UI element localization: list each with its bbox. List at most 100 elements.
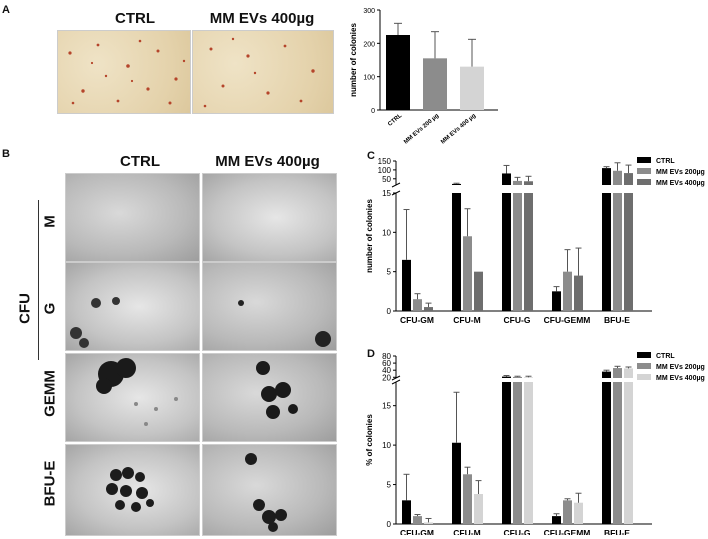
bar <box>413 516 422 524</box>
y-tick-label: 300 <box>363 8 375 15</box>
x-tick-label: CTRL <box>387 113 403 128</box>
bar <box>574 502 583 524</box>
y-tick-label: 0 <box>387 307 392 316</box>
bar <box>474 271 483 311</box>
axis-break-mark <box>391 379 401 385</box>
bar <box>460 66 484 110</box>
y-tick-label: 20 <box>382 373 391 382</box>
bar <box>602 371 611 378</box>
micrograph-bfue-ctrl <box>65 444 200 536</box>
micrograph-gemm-ev400-cells <box>256 361 298 419</box>
bar <box>524 181 533 185</box>
micrograph-gemm-ev400 <box>202 353 337 442</box>
y-tick-label: 150 <box>378 157 392 166</box>
y-tick-label: 100 <box>378 166 392 175</box>
plate-dots-ctrl <box>68 39 186 105</box>
panel-b-ctrl-title: CTRL <box>120 153 160 170</box>
panel-a-ctrl-title: CTRL <box>115 10 155 27</box>
bar <box>452 442 461 524</box>
bar <box>386 35 410 110</box>
legend-swatch <box>637 157 651 163</box>
axis-break-mark <box>391 375 401 381</box>
x-tick-label: CFU-GEMM <box>544 315 591 325</box>
x-tick-label: CFU-GM <box>400 315 434 325</box>
y-tick-label: 15 <box>382 189 391 198</box>
micrograph-m-ctrl <box>65 173 200 262</box>
x-tick-label: BFU-E <box>604 528 630 535</box>
bar <box>474 494 483 524</box>
micrograph-gemm-ctrl <box>65 353 200 442</box>
bar-lower-segment <box>452 193 461 311</box>
y-tick-label: 200 <box>363 41 375 48</box>
x-tick-label: CFU-M <box>453 315 480 325</box>
bar-lower-segment <box>502 382 511 524</box>
micrograph-g-ev400-cells <box>238 300 331 347</box>
legend-swatch <box>637 352 651 358</box>
bar <box>424 522 433 524</box>
micrograph-g-ctrl-cells <box>70 297 120 348</box>
y-axis-label: % of colonies <box>365 414 374 466</box>
bar <box>574 275 583 311</box>
panel-a-ev400-title: MM EVs 400µg <box>209 10 315 27</box>
bar <box>502 173 511 185</box>
bar <box>552 291 561 311</box>
axis-break-mark <box>391 182 401 188</box>
micrograph-bfue-ev400 <box>202 444 337 536</box>
y-tick-label: 0 <box>371 108 375 115</box>
panel-letter-d: D <box>367 348 375 360</box>
y-tick-label: 40 <box>382 366 391 375</box>
x-tick-label: CFU-GM <box>400 528 434 535</box>
legend-swatch <box>637 168 651 174</box>
bar <box>602 168 611 185</box>
x-tick-label: MM EVs 200 µg <box>403 113 440 146</box>
bar <box>424 307 433 311</box>
bar <box>624 173 633 185</box>
bar-lower-segment <box>624 193 633 311</box>
legend-label: MM EVs 400µg <box>656 375 705 382</box>
chart-a: 0 100 200 300 number of colonies CTRL MM EVs 2… <box>349 8 498 146</box>
cfu-bracket-line <box>38 200 39 360</box>
bar <box>624 368 633 378</box>
x-tick-label: CFU-G <box>504 315 531 325</box>
micrograph-bfue-ctrl-cells <box>106 467 154 512</box>
bar-lower-segment <box>613 193 622 311</box>
bar <box>413 299 422 311</box>
bar <box>563 500 572 524</box>
y-tick-label: 80 <box>382 352 391 361</box>
bar <box>513 376 522 378</box>
y-tick-label: 10 <box>382 228 391 237</box>
bar <box>502 376 511 378</box>
bar-lower-segment <box>624 382 633 524</box>
bar <box>463 474 472 524</box>
y-tick-label: 60 <box>382 359 391 368</box>
row-label-g: G <box>41 302 59 315</box>
row-group-label-cfu: CFU <box>16 293 34 324</box>
legend-swatch <box>637 363 651 369</box>
panel-letter-b: B <box>2 148 10 160</box>
bar-lower-segment <box>524 382 533 524</box>
plate-dots-ev400 <box>203 37 315 108</box>
legend-swatch <box>637 179 651 185</box>
y-tick-label: 0 <box>387 520 392 529</box>
x-tick-label: CFU-M <box>453 528 480 535</box>
bar <box>402 259 411 311</box>
bar-lower-segment <box>502 193 511 311</box>
legend-label: MM EVs 200µg <box>656 364 705 371</box>
y-tick-label: 15 <box>382 402 391 411</box>
legend-swatch <box>637 374 651 380</box>
y-tick-label: 5 <box>387 481 392 490</box>
y-tick-label: 50 <box>382 175 391 184</box>
bar <box>613 368 622 378</box>
y-tick-label: 10 <box>382 441 391 450</box>
micrograph-g-ev400 <box>202 262 337 351</box>
bar-lower-segment <box>513 193 522 311</box>
bar <box>613 170 622 185</box>
panel-letter-a: A <box>2 4 10 16</box>
micrograph-gemm-ctrl-cells <box>96 358 178 426</box>
micrograph-m-ev400 <box>202 173 337 262</box>
x-tick-label: CFU-G <box>504 528 531 535</box>
x-tick-label: BFU-E <box>604 315 630 325</box>
